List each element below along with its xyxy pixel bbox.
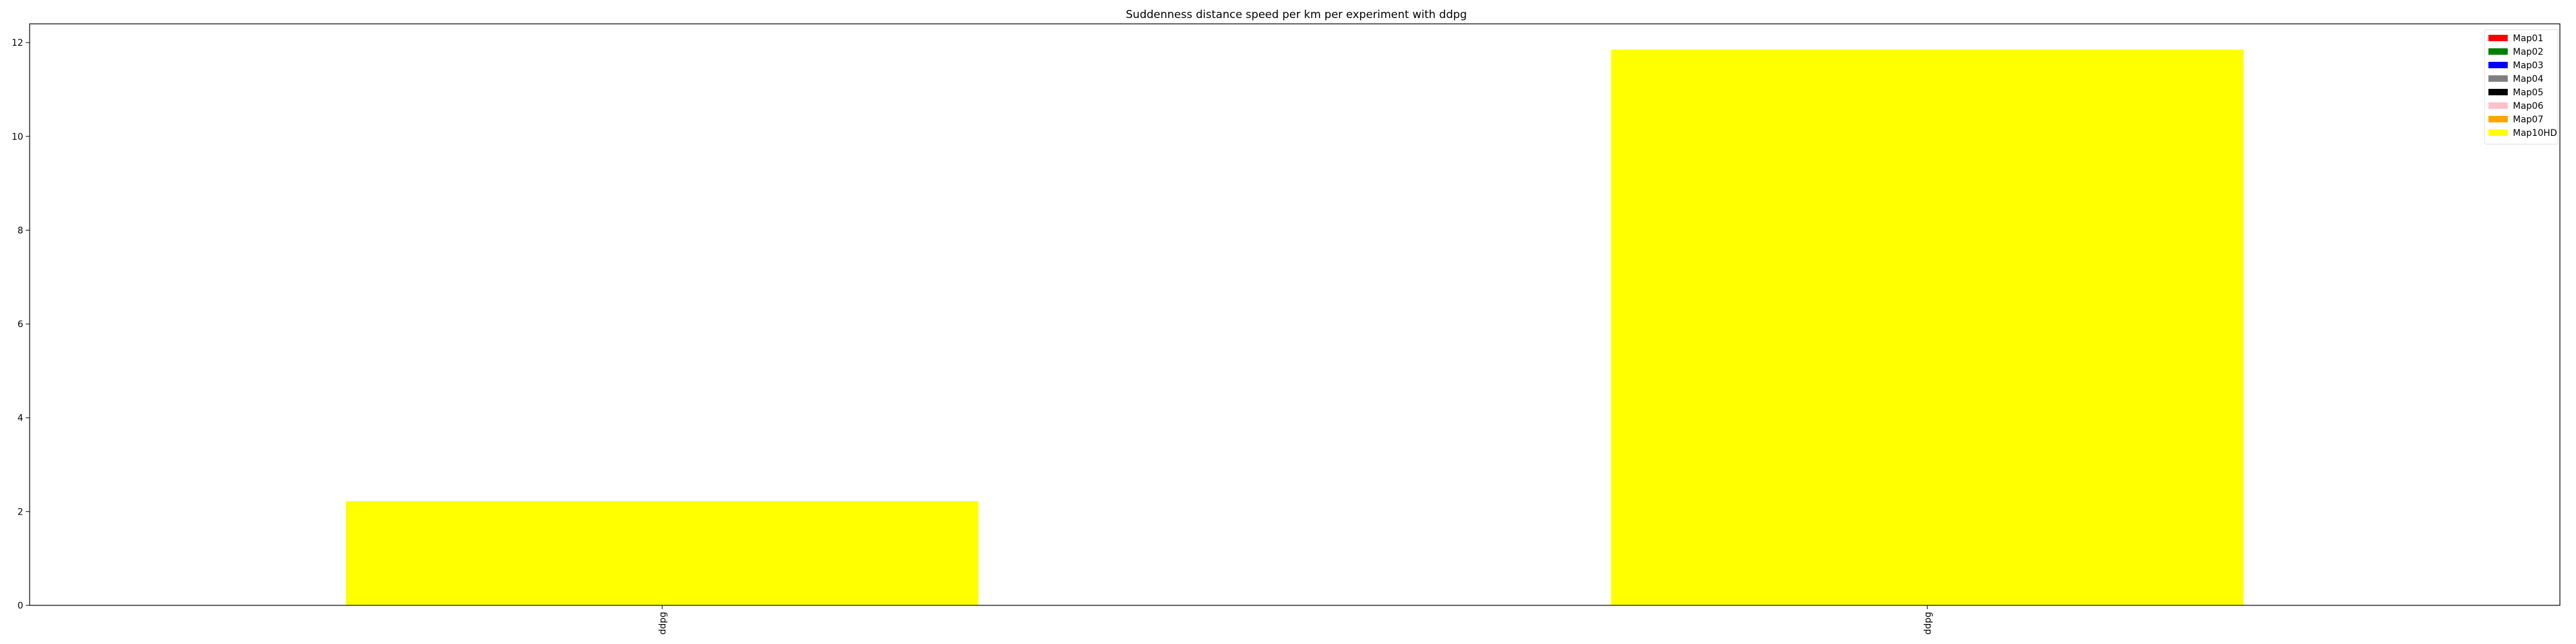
legend-swatch: [2488, 48, 2508, 55]
y-tick-label: 10: [12, 132, 23, 142]
legend-label: Map04: [2513, 74, 2543, 84]
legend-label: Map05: [2513, 88, 2543, 98]
bar-map10hd-0: [346, 501, 979, 605]
legend-box: [2484, 29, 2559, 145]
legend-swatch: [2488, 75, 2508, 82]
legend-swatch: [2488, 116, 2508, 122]
y-tick-label: 2: [17, 507, 23, 517]
legend-label: Map03: [2513, 61, 2543, 71]
legend-label: Map02: [2513, 47, 2543, 57]
y-tick-label: 4: [17, 413, 23, 424]
y-tick-label: 8: [17, 225, 23, 236]
axes-frame: [29, 23, 2561, 606]
plot-area: 0 2 4 6 8 10 12 ddpg ddpg: [12, 23, 2561, 635]
legend-label: Map07: [2513, 115, 2543, 125]
legend: Map01 Map02 Map03 Map04 Map05 Map06 Map07 Map10…: [2484, 29, 2559, 145]
legend-label: Map01: [2513, 33, 2543, 44]
legend-label: Map06: [2513, 101, 2543, 111]
chart-title: Suddenness distance speed per km per exp…: [1126, 8, 1467, 21]
bar-map10hd-1: [1611, 50, 2244, 605]
y-tick-label: 12: [12, 38, 23, 48]
y-tick-label: 0: [17, 601, 23, 611]
legend-label: Map10HD: [2513, 128, 2557, 138]
legend-swatch: [2488, 35, 2508, 41]
x-tick-label: ddpg: [658, 612, 668, 635]
y-tick-label: 6: [17, 319, 23, 330]
x-tick-label: ddpg: [1923, 612, 1933, 635]
legend-swatch: [2488, 129, 2508, 136]
legend-swatch: [2488, 89, 2508, 95]
legend-swatch: [2488, 62, 2508, 68]
legend-swatch: [2488, 102, 2508, 109]
